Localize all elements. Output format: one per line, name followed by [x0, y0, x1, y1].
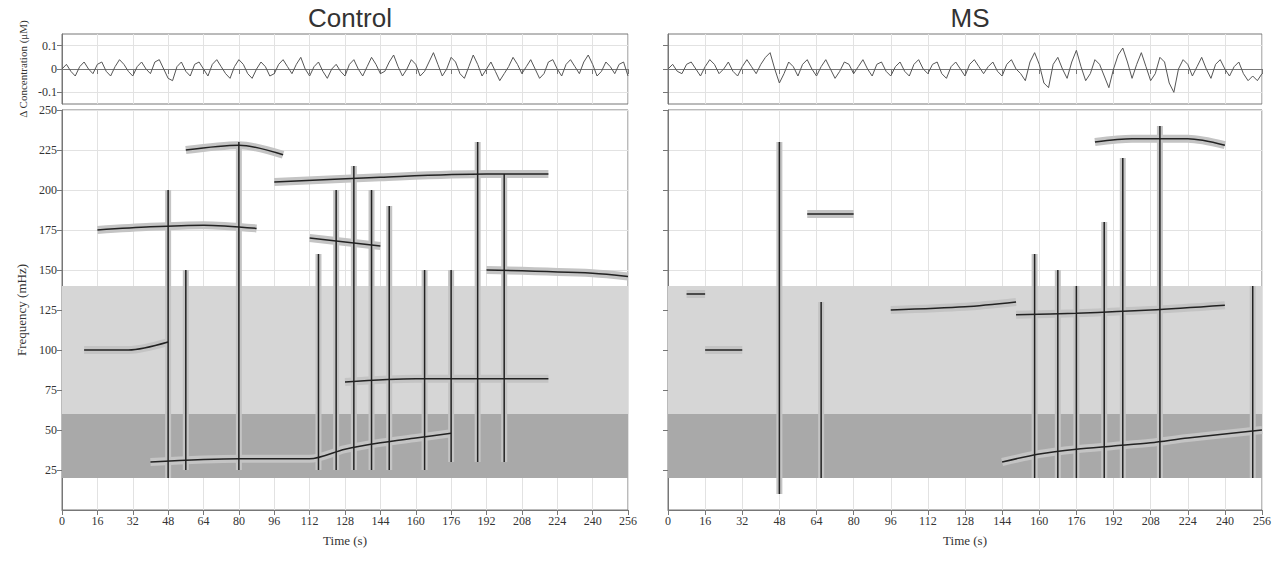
svg-text:Δ Concentration (μM): Δ Concentration (μM) — [17, 20, 30, 118]
svg-text:50: 50 — [45, 423, 57, 437]
svg-text:250: 250 — [39, 103, 57, 117]
svg-text:192: 192 — [1105, 514, 1123, 528]
svg-text:256: 256 — [1253, 514, 1271, 528]
svg-text:144: 144 — [371, 514, 389, 528]
svg-text:0: 0 — [51, 62, 57, 76]
svg-text:192: 192 — [478, 514, 496, 528]
svg-text:16: 16 — [699, 514, 711, 528]
svg-text:240: 240 — [1216, 514, 1234, 528]
svg-text:Time (s): Time (s) — [943, 533, 987, 548]
svg-text:Time (s): Time (s) — [323, 533, 367, 548]
svg-text:32: 32 — [736, 514, 748, 528]
svg-text:112: 112 — [301, 514, 319, 528]
svg-text:225: 225 — [39, 143, 57, 157]
svg-text:144: 144 — [993, 514, 1011, 528]
svg-text:-0.1: -0.1 — [38, 85, 57, 99]
svg-text:0.1: 0.1 — [42, 39, 57, 53]
svg-text:176: 176 — [442, 514, 460, 528]
svg-text:150: 150 — [39, 263, 57, 277]
svg-text:176: 176 — [1067, 514, 1085, 528]
svg-text:32: 32 — [127, 514, 139, 528]
svg-text:75: 75 — [45, 383, 57, 397]
svg-text:96: 96 — [885, 514, 897, 528]
svg-text:64: 64 — [811, 514, 823, 528]
svg-text:96: 96 — [268, 514, 280, 528]
svg-text:16: 16 — [91, 514, 103, 528]
svg-text:80: 80 — [233, 514, 245, 528]
svg-text:Frequency (mHz): Frequency (mHz) — [14, 264, 29, 356]
svg-text:MS: MS — [951, 3, 990, 33]
svg-text:256: 256 — [619, 514, 637, 528]
svg-text:224: 224 — [548, 514, 566, 528]
svg-text:208: 208 — [513, 514, 531, 528]
svg-text:48: 48 — [162, 514, 174, 528]
svg-text:100: 100 — [39, 343, 57, 357]
svg-text:128: 128 — [956, 514, 974, 528]
svg-text:64: 64 — [198, 514, 210, 528]
svg-text:0: 0 — [665, 514, 671, 528]
svg-text:112: 112 — [919, 514, 937, 528]
svg-text:240: 240 — [584, 514, 602, 528]
svg-text:128: 128 — [336, 514, 354, 528]
svg-text:80: 80 — [848, 514, 860, 528]
svg-text:175: 175 — [39, 223, 57, 237]
svg-text:25: 25 — [45, 463, 57, 477]
svg-text:160: 160 — [407, 514, 425, 528]
svg-text:224: 224 — [1179, 514, 1197, 528]
svg-text:Control: Control — [308, 3, 392, 33]
svg-text:48: 48 — [773, 514, 785, 528]
svg-text:200: 200 — [39, 183, 57, 197]
svg-text:160: 160 — [1030, 514, 1048, 528]
svg-text:125: 125 — [39, 303, 57, 317]
svg-text:208: 208 — [1142, 514, 1160, 528]
svg-text:0: 0 — [59, 514, 65, 528]
